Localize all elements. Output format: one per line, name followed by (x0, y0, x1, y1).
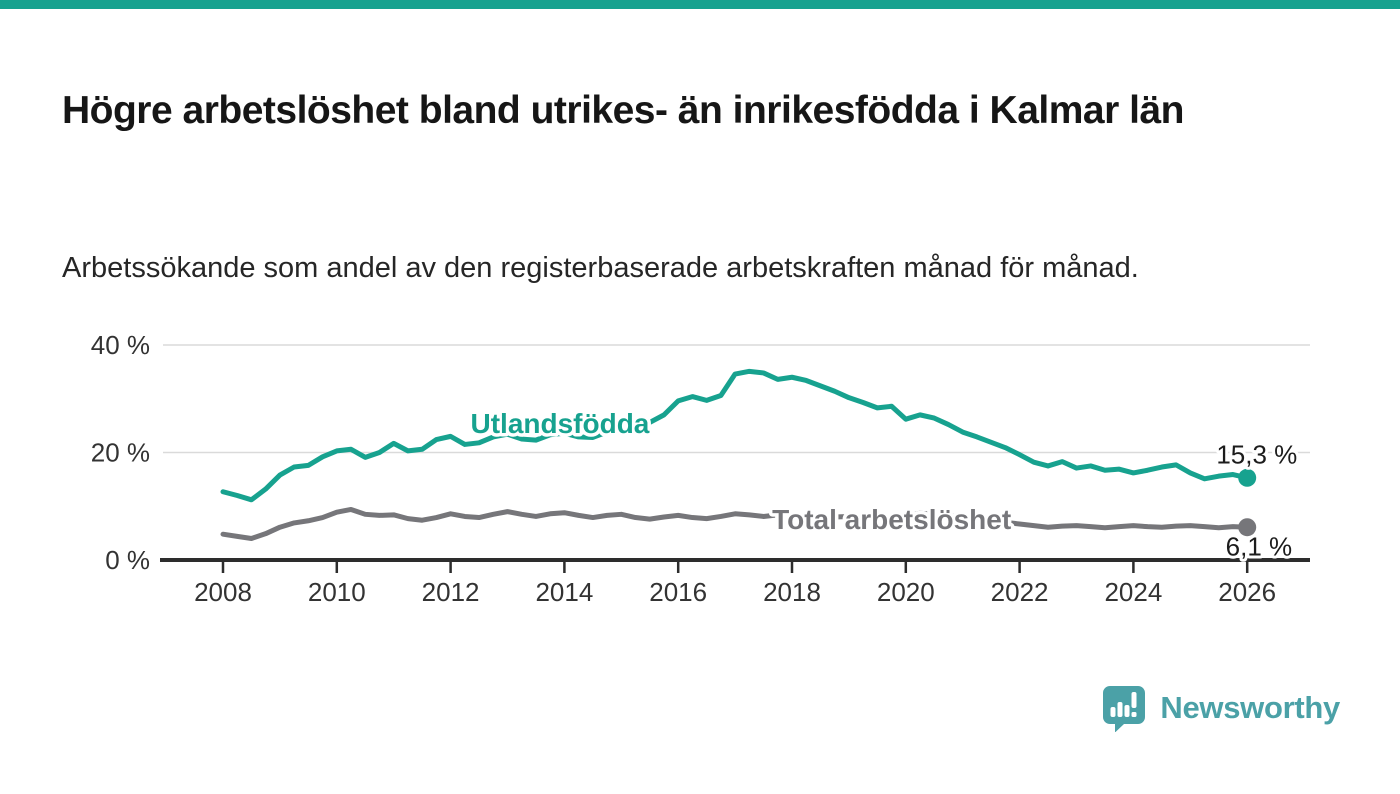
x-tick-label: 2022 (991, 577, 1049, 607)
chart-canvas: 2008 2010 2012 2014 2016 2018 2020 2022 2024 2026… (91, 330, 1310, 607)
x-tick-label: 2016 (649, 577, 707, 607)
unemployment-line-chart: 2008 2010 2012 2014 2016 2018 2020 2022 2024 2026… (0, 320, 1400, 620)
series-end-value-label: 6,1 % (1226, 532, 1293, 562)
x-tick-label: 2026 (1218, 577, 1276, 607)
chart-subtitle: Arbetssökande som andel av den registerb… (62, 252, 1139, 284)
x-tick-label: 2018 (763, 577, 821, 607)
series-label: Total arbetslöshet (772, 504, 1011, 535)
newsworthy-logo: Newsworthy (1101, 684, 1340, 732)
x-tick-label: 2014 (535, 577, 593, 607)
series-end-dot (1238, 518, 1257, 537)
x-tick-label: 2024 (1104, 577, 1162, 607)
x-tick-label: 2012 (422, 577, 480, 607)
page-title: Högre arbetslöshet bland utrikes- än inr… (62, 89, 1184, 133)
y-tick-label: 20 % (91, 438, 150, 468)
series-line-total-arbetsl-shet (220, 506, 1250, 541)
x-tick-label: 2020 (877, 577, 935, 607)
y-tick-label: 0 % (105, 545, 150, 575)
newsworthy-bubble-chart-icon (1103, 686, 1146, 732)
y-tick-label: 40 % (91, 330, 150, 360)
x-tick-label: 2008 (194, 577, 252, 607)
series-end-dot (1238, 468, 1257, 487)
series-line-utlandsf-dda (220, 368, 1250, 503)
top-accent-bar (0, 0, 1400, 9)
x-tick-label: 2010 (308, 577, 366, 607)
series-label: Utlandsfödda (471, 408, 650, 439)
series-end-value-label: 15,3 % (1216, 439, 1297, 469)
newsworthy-logo-text: Newsworthy (1160, 690, 1340, 725)
